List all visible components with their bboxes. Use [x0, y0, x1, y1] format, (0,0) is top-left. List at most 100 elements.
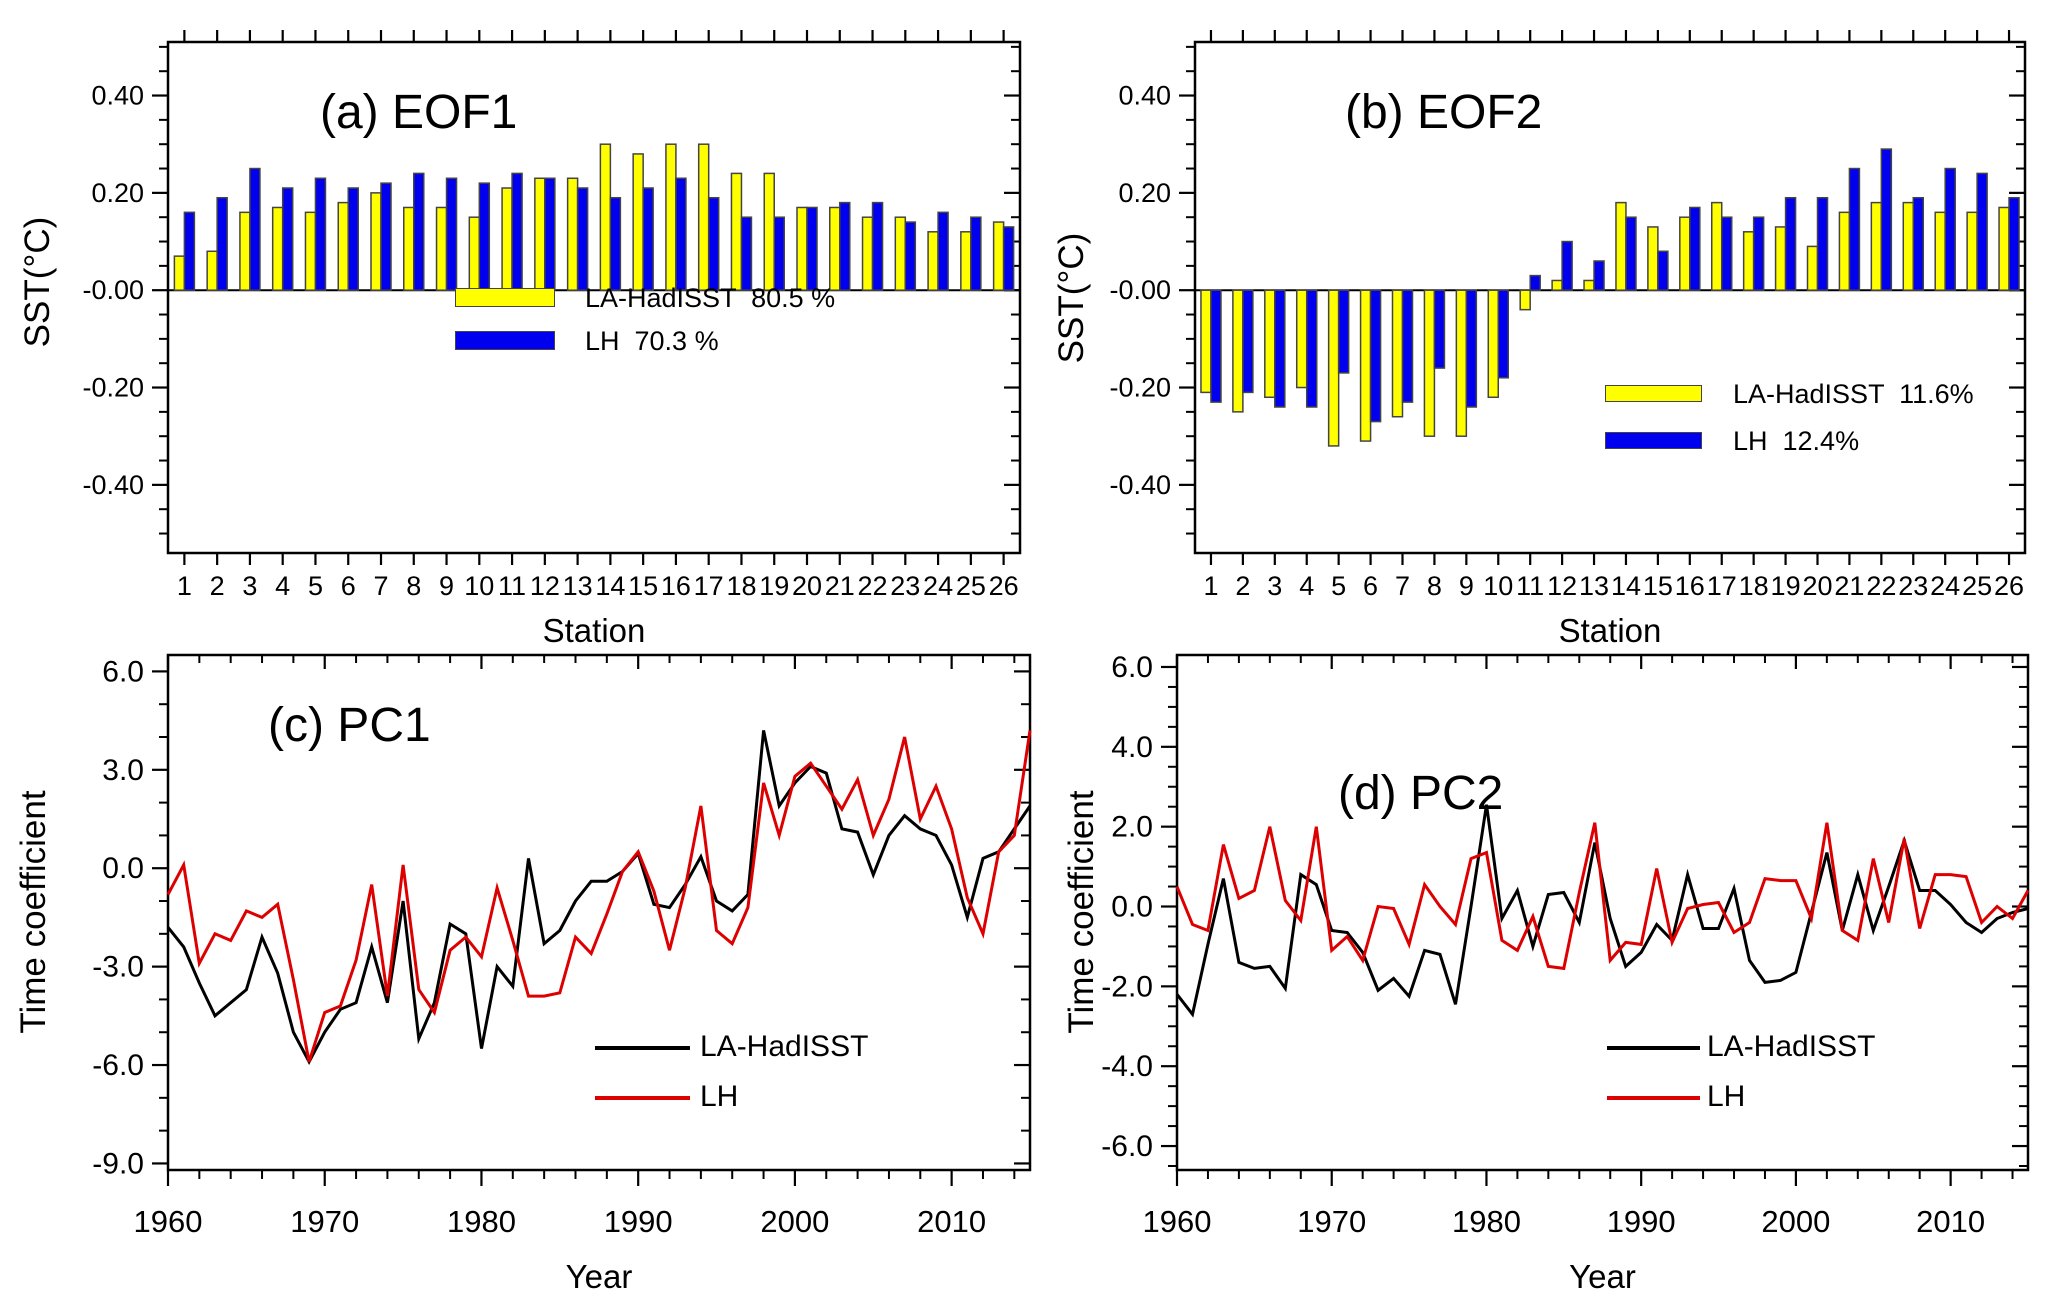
svg-text:9: 9 [1459, 571, 1474, 601]
svg-text:21: 21 [825, 571, 855, 601]
svg-text:1970: 1970 [1297, 1204, 1366, 1239]
svg-text:1: 1 [1203, 571, 1218, 601]
svg-text:14: 14 [1611, 571, 1641, 601]
svg-text:4: 4 [1299, 571, 1314, 601]
svg-text:0.0: 0.0 [102, 852, 144, 885]
legend-line-lh-d [1607, 1096, 1700, 1100]
svg-text:14: 14 [595, 571, 625, 601]
svg-text:17: 17 [1707, 571, 1737, 601]
svg-text:2: 2 [210, 571, 225, 601]
svg-text:-9.0: -9.0 [92, 1147, 144, 1180]
svg-text:5: 5 [308, 571, 323, 601]
panel-d-xaxis-title: Year [1569, 1258, 1636, 1295]
legend-label-lh-c: LH [700, 1080, 739, 1113]
svg-text:0.40: 0.40 [1118, 81, 1171, 111]
svg-text:10: 10 [1483, 571, 1513, 601]
svg-text:16: 16 [661, 571, 691, 601]
svg-text:2010: 2010 [917, 1204, 986, 1239]
svg-text:-0.40: -0.40 [82, 470, 144, 500]
svg-text:1960: 1960 [134, 1204, 203, 1239]
svg-text:6: 6 [341, 571, 356, 601]
svg-text:24: 24 [923, 571, 953, 601]
svg-text:23: 23 [890, 571, 920, 601]
panel-a-title: (a) EOF1 [320, 86, 518, 139]
svg-text:13: 13 [1579, 571, 1609, 601]
svg-text:-0.20: -0.20 [1109, 373, 1171, 403]
svg-text:8: 8 [1427, 571, 1442, 601]
svg-text:-0.20: -0.20 [82, 373, 144, 403]
svg-text:19: 19 [1771, 571, 1801, 601]
panel-a-yaxis-title: SST(°C) [18, 216, 57, 348]
svg-text:7: 7 [373, 571, 388, 601]
legend-swatch-lh-b [1605, 432, 1702, 449]
svg-text:1990: 1990 [604, 1204, 673, 1239]
svg-text:9: 9 [439, 571, 454, 601]
svg-text:3: 3 [242, 571, 257, 601]
svg-text:-0.00: -0.00 [82, 275, 144, 305]
svg-text:16: 16 [1675, 571, 1705, 601]
svg-text:18: 18 [1739, 571, 1769, 601]
panel-c-xaxis-title: Year [565, 1258, 633, 1295]
svg-text:1: 1 [177, 571, 192, 601]
svg-text:0.20: 0.20 [1118, 178, 1171, 208]
svg-text:1970: 1970 [290, 1204, 359, 1239]
svg-text:11: 11 [1516, 571, 1544, 601]
svg-text:25: 25 [1962, 571, 1992, 601]
svg-text:4: 4 [275, 571, 290, 601]
panel-a-xaxis-title: Station [542, 612, 646, 649]
svg-text:4.0: 4.0 [1111, 731, 1153, 764]
svg-text:19: 19 [759, 571, 789, 601]
svg-text:2000: 2000 [1761, 1204, 1830, 1239]
svg-text:20: 20 [1802, 571, 1832, 601]
legend-label-la-hadisst-d: LA-HadISST [1707, 1030, 1876, 1063]
legend-label-lh-d: LH [1707, 1080, 1746, 1113]
svg-text:21: 21 [1834, 571, 1864, 601]
svg-text:3.0: 3.0 [102, 754, 144, 787]
legend-swatch-la-hadisst-a [455, 288, 555, 307]
svg-text:1990: 1990 [1607, 1204, 1676, 1239]
svg-text:20: 20 [792, 571, 822, 601]
svg-text:-0.40: -0.40 [1109, 470, 1171, 500]
svg-text:6.0: 6.0 [102, 655, 144, 688]
svg-text:12: 12 [1547, 571, 1577, 601]
svg-text:2: 2 [1235, 571, 1250, 601]
panel-c-title: (c) PC1 [268, 699, 431, 752]
legend-label-lh-b: LH 12.4% [1733, 426, 1860, 456]
svg-text:6: 6 [1363, 571, 1378, 601]
legend-label-lh-a: LH 70.3 % [585, 326, 719, 356]
svg-text:25: 25 [956, 571, 986, 601]
legend-label-la-hadisst-a: LA-HadISST 80.5 % [585, 283, 836, 313]
svg-text:5: 5 [1331, 571, 1346, 601]
svg-text:0.0: 0.0 [1111, 891, 1153, 924]
svg-text:17: 17 [694, 571, 724, 601]
svg-text:1960: 1960 [1143, 1204, 1212, 1239]
svg-text:-6.0: -6.0 [92, 1049, 144, 1082]
legend-label-la-hadisst-c: LA-HadISST [700, 1030, 869, 1063]
panel-b-eof2-chart: 0.400.20-0.00-0.20-0.401 2 3 4 5 6 7 8 9 10 11 12 13… [1109, 30, 2027, 601]
legend-swatch-lh-a [455, 331, 555, 350]
panel-b-yaxis-title: SST(°C) [1052, 232, 1091, 364]
svg-text:10: 10 [464, 571, 494, 601]
panel-d-pc2-chart: 6.0 4.0 2.0 0.0 -2.0 -4.0 -6.0 1960 1970 1980 1990… [1101, 651, 2030, 1239]
svg-text:12: 12 [530, 571, 560, 601]
svg-text:-3.0: -3.0 [92, 951, 144, 984]
svg-text:2000: 2000 [760, 1204, 829, 1239]
legend-line-la-hadisst-d [1607, 1046, 1700, 1050]
svg-text:-4.0: -4.0 [1101, 1050, 1153, 1083]
svg-text:2.0: 2.0 [1111, 811, 1153, 844]
svg-text:22: 22 [1866, 571, 1896, 601]
legend-line-la-hadisst-c [595, 1046, 690, 1050]
panel-c-yaxis-title: Time coefficient [14, 790, 53, 1034]
legend-line-lh-c [595, 1096, 690, 1100]
legend-label-la-hadisst-b: LA-HadISST 11.6% [1733, 379, 1974, 409]
svg-text:2010: 2010 [1916, 1204, 1985, 1239]
panel-d-title: (d) PC2 [1338, 767, 1504, 820]
svg-text:-2.0: -2.0 [1101, 970, 1153, 1003]
panel-a-eof1-chart: 0.400.20-0.00-0.20-0.401 2 3 4 5 6 7 8 9 10 11 12 13… [82, 30, 1022, 601]
svg-text:18: 18 [726, 571, 756, 601]
svg-text:1980: 1980 [1452, 1204, 1521, 1239]
svg-text:0.40: 0.40 [91, 81, 144, 111]
svg-text:26: 26 [1994, 571, 2024, 601]
